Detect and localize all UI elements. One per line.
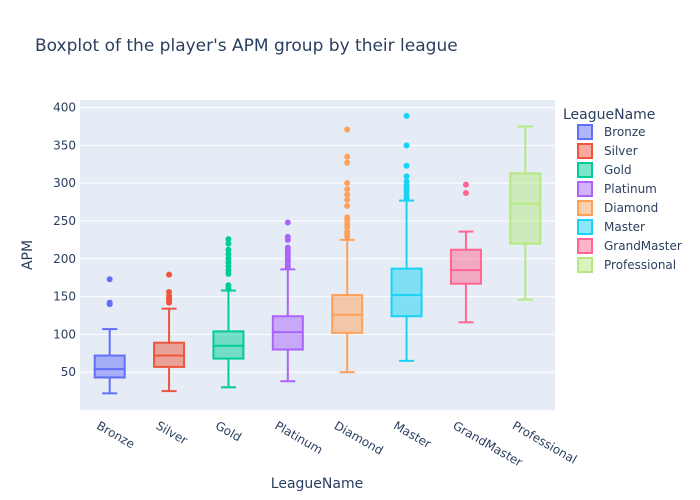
legend-item-silver[interactable]: Silver xyxy=(577,143,638,159)
y-tick-label: 50 xyxy=(61,365,76,379)
outlier-point xyxy=(225,246,232,253)
legend-swatch xyxy=(577,124,593,140)
legend-label: Diamond xyxy=(604,201,658,215)
legend-label: Gold xyxy=(604,163,632,177)
y-tick-label: 300 xyxy=(53,176,76,190)
x-axis-ticks: Bronze Silver Gold Platinum Diamond Master Gra… xyxy=(94,418,579,469)
outlier-point xyxy=(403,178,410,185)
outlier-point xyxy=(344,228,351,235)
y-tick-label: 400 xyxy=(53,101,76,115)
outlier-point xyxy=(403,162,410,169)
outlier-point xyxy=(403,142,410,149)
legend-label: Platinum xyxy=(604,182,657,196)
iqr-box xyxy=(509,172,542,245)
box-diamond xyxy=(331,126,364,374)
outlier-point xyxy=(344,180,351,187)
iqr-box xyxy=(390,267,423,318)
legend-swatch xyxy=(577,238,593,254)
outlier-point xyxy=(344,202,351,209)
legend-label: GrandMaster xyxy=(604,239,682,253)
outlier-point xyxy=(225,251,232,258)
box-bronze xyxy=(93,276,126,395)
legend-swatch xyxy=(577,181,593,197)
legend: LeagueName Bronze Silver Gold Platinum Diamo… xyxy=(563,107,682,273)
box-master xyxy=(390,112,423,362)
y-axis-title: APM xyxy=(20,240,36,270)
box-professional xyxy=(509,125,542,301)
outlier-point xyxy=(344,214,351,221)
outlier-point xyxy=(344,191,351,198)
legend-item-diamond[interactable]: Diamond xyxy=(577,200,658,216)
legend-label: Silver xyxy=(604,144,638,158)
outlier-point xyxy=(344,186,351,193)
x-tick-label: Diamond xyxy=(332,418,386,457)
outlier-point xyxy=(106,276,113,283)
legend-label: Professional xyxy=(604,258,676,272)
legend-item-master[interactable]: Master xyxy=(577,219,645,235)
y-tick-label: 100 xyxy=(53,327,76,341)
iqr-box xyxy=(93,354,126,379)
box-platinum xyxy=(271,219,304,383)
outlier-point xyxy=(344,126,351,133)
y-tick-label: 150 xyxy=(53,290,76,304)
outlier-point xyxy=(166,271,173,278)
x-tick-label: Bronze xyxy=(94,418,137,451)
legend-label: Master xyxy=(604,220,645,234)
outlier-point xyxy=(225,240,232,247)
y-tick-label: 350 xyxy=(53,138,76,152)
outlier-point xyxy=(344,153,351,160)
legend-item-bronze[interactable]: Bronze xyxy=(577,124,646,140)
legend-swatch xyxy=(577,143,593,159)
y-tick-label: 250 xyxy=(53,214,76,228)
outlier-point xyxy=(166,289,173,296)
x-tick-label: Platinum xyxy=(272,418,325,457)
outlier-point xyxy=(284,233,291,240)
legend-item-platinum[interactable]: Platinum xyxy=(577,181,657,197)
outlier-point xyxy=(284,219,291,226)
gridlines xyxy=(80,107,555,373)
legend-item-grandmaster[interactable]: GrandMaster xyxy=(577,238,682,254)
legend-title: LeagueName xyxy=(563,107,655,123)
legend-swatch xyxy=(577,219,593,235)
chart-title: Boxplot of the player's APM group by the… xyxy=(35,36,458,56)
outlier-point xyxy=(225,255,232,262)
outlier-point xyxy=(344,196,351,203)
box-grandmaster xyxy=(449,181,482,324)
outlier-point xyxy=(225,282,232,289)
outlier-point xyxy=(284,244,291,251)
y-axis-ticks: 50 100 150 200 250 300 350 400 xyxy=(53,101,76,380)
x-axis-title: LeagueName xyxy=(271,476,363,492)
box-gold xyxy=(212,236,245,389)
x-tick-label: Silver xyxy=(154,418,190,447)
plot-area xyxy=(80,100,555,410)
outlier-point xyxy=(462,181,469,188)
outlier-point xyxy=(344,159,351,166)
iqr-box xyxy=(449,248,482,285)
outlier-point xyxy=(403,173,410,180)
legend-swatch xyxy=(577,200,593,216)
legend-swatch xyxy=(577,257,593,273)
legend-item-gold[interactable]: Gold xyxy=(577,162,632,178)
outlier-point xyxy=(462,190,469,196)
outlier-point xyxy=(403,112,410,119)
boxes xyxy=(93,112,542,395)
x-tick-label: Gold xyxy=(213,418,244,444)
outlier-point xyxy=(106,299,113,306)
y-tick-label: 200 xyxy=(53,252,76,266)
legend-label: Bronze xyxy=(604,125,646,139)
x-tick-label: Master xyxy=(391,418,434,451)
legend-swatch xyxy=(577,162,593,178)
legend-item-professional[interactable]: Professional xyxy=(577,257,676,273)
outlier-point xyxy=(225,236,232,243)
box-silver xyxy=(153,271,186,393)
